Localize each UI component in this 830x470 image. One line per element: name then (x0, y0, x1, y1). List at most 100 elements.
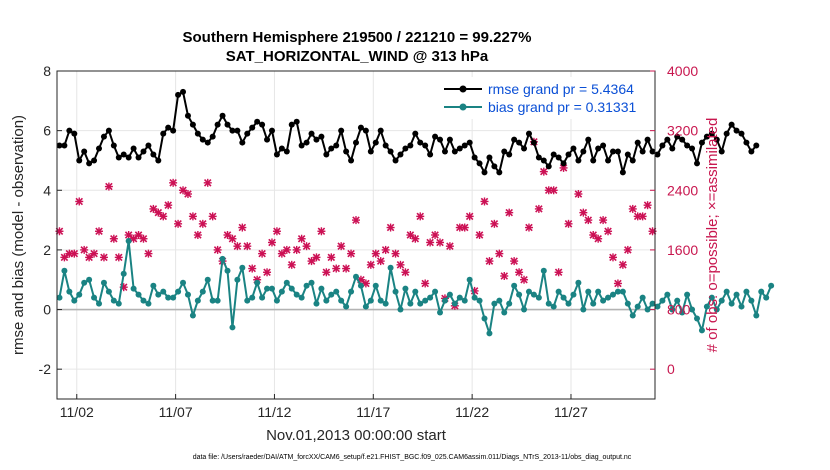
rmse-point (293, 118, 300, 125)
bias-point (664, 291, 671, 298)
bias-point (199, 288, 206, 295)
bias-point (417, 300, 424, 307)
bias-point (278, 288, 285, 295)
bias-point (496, 297, 503, 304)
assimilated-point (431, 231, 440, 239)
rmse-point (283, 148, 290, 155)
assimilated-point (579, 208, 588, 217)
rmse-point (644, 136, 651, 143)
bias-point (461, 297, 468, 304)
rmse-point (268, 127, 275, 134)
bias-point (239, 264, 246, 271)
bias-point (249, 294, 256, 301)
assimilated-point (337, 242, 346, 251)
rmse-point (501, 148, 508, 155)
rmse-point (180, 88, 187, 95)
rmse-point (694, 160, 701, 167)
rmse-point (264, 136, 271, 143)
rmse-point (61, 142, 68, 149)
rmse-point (189, 121, 196, 128)
rmse-point (367, 148, 374, 155)
rmse-point (120, 151, 127, 158)
y-tick-label: 4 (43, 182, 51, 198)
assimilated-point (485, 257, 494, 266)
bias-point (550, 303, 557, 310)
assimilated-point (154, 208, 163, 217)
rmse-point (634, 139, 641, 146)
rmse-point (56, 142, 63, 149)
rmse-point (481, 169, 488, 176)
assimilated-point (559, 163, 568, 172)
bias-point (585, 288, 592, 295)
bias-point (708, 294, 715, 301)
series-rmse (56, 88, 760, 176)
assimilated-point (223, 231, 232, 239)
assimilated-point (198, 219, 207, 228)
bias-point (407, 300, 414, 307)
bias-point (432, 288, 439, 295)
assimilated-point (638, 212, 647, 221)
rmse-point (703, 133, 710, 140)
assimilated-point (445, 242, 454, 251)
bias-point (521, 306, 528, 313)
bias-point (674, 297, 681, 304)
bias-point (234, 276, 241, 283)
bias-point (639, 294, 646, 301)
bias-point (135, 291, 142, 298)
rmse-point (486, 154, 493, 161)
rmse-point (565, 151, 572, 158)
bias-point (318, 285, 325, 292)
bias-point (254, 279, 261, 286)
assimilated-point (183, 190, 192, 198)
bias-point (362, 303, 369, 310)
series-assimilated (55, 93, 657, 310)
rmse-point (81, 148, 88, 155)
rmse-point (209, 133, 216, 140)
assimilated-point (475, 231, 484, 239)
rmse-point (150, 151, 157, 158)
rmse-point (560, 160, 567, 167)
y-right-tick-label: 2400 (667, 182, 698, 198)
bias-point (718, 297, 725, 304)
rmse-point (738, 130, 745, 137)
rmse-point (184, 112, 191, 119)
rmse-point (392, 157, 399, 164)
bias-point (392, 288, 399, 295)
assimilated-point (643, 201, 652, 210)
assimilated-point (426, 238, 435, 247)
assimilated-point (134, 231, 143, 239)
assimilated-point (203, 178, 212, 187)
rmse-point (91, 157, 98, 164)
rmse-point (728, 121, 735, 128)
rmse-point (204, 139, 211, 146)
assimilated-point (608, 253, 617, 262)
rmse-point (441, 148, 448, 155)
assimilated-point (391, 249, 400, 258)
y-tick-label: 0 (43, 302, 51, 318)
rmse-point (471, 154, 478, 161)
bias-point (684, 291, 691, 298)
assimilated-point (366, 260, 375, 269)
bias-point (110, 297, 117, 304)
rmse-point (417, 139, 424, 146)
bias-point (441, 297, 448, 304)
assimilated-point (258, 249, 267, 258)
assimilated-point (208, 212, 217, 221)
bias-point (753, 312, 760, 319)
bias-point (619, 288, 626, 295)
bias-point (298, 294, 305, 301)
assimilated-point (193, 231, 202, 239)
bias-point (679, 309, 686, 316)
assimilated-point (80, 245, 89, 254)
assimilated-point (248, 264, 257, 273)
bias-point (530, 291, 537, 298)
rmse-point (649, 148, 656, 155)
rmse-point (110, 142, 117, 149)
rmse-point (733, 127, 740, 134)
rmse-point (664, 136, 671, 143)
rmse-point (318, 133, 325, 140)
bias-point (268, 285, 275, 292)
y-axis-right-label: # of obs: o=possible; ×=assimilated (704, 118, 721, 353)
bias-point (66, 288, 73, 295)
